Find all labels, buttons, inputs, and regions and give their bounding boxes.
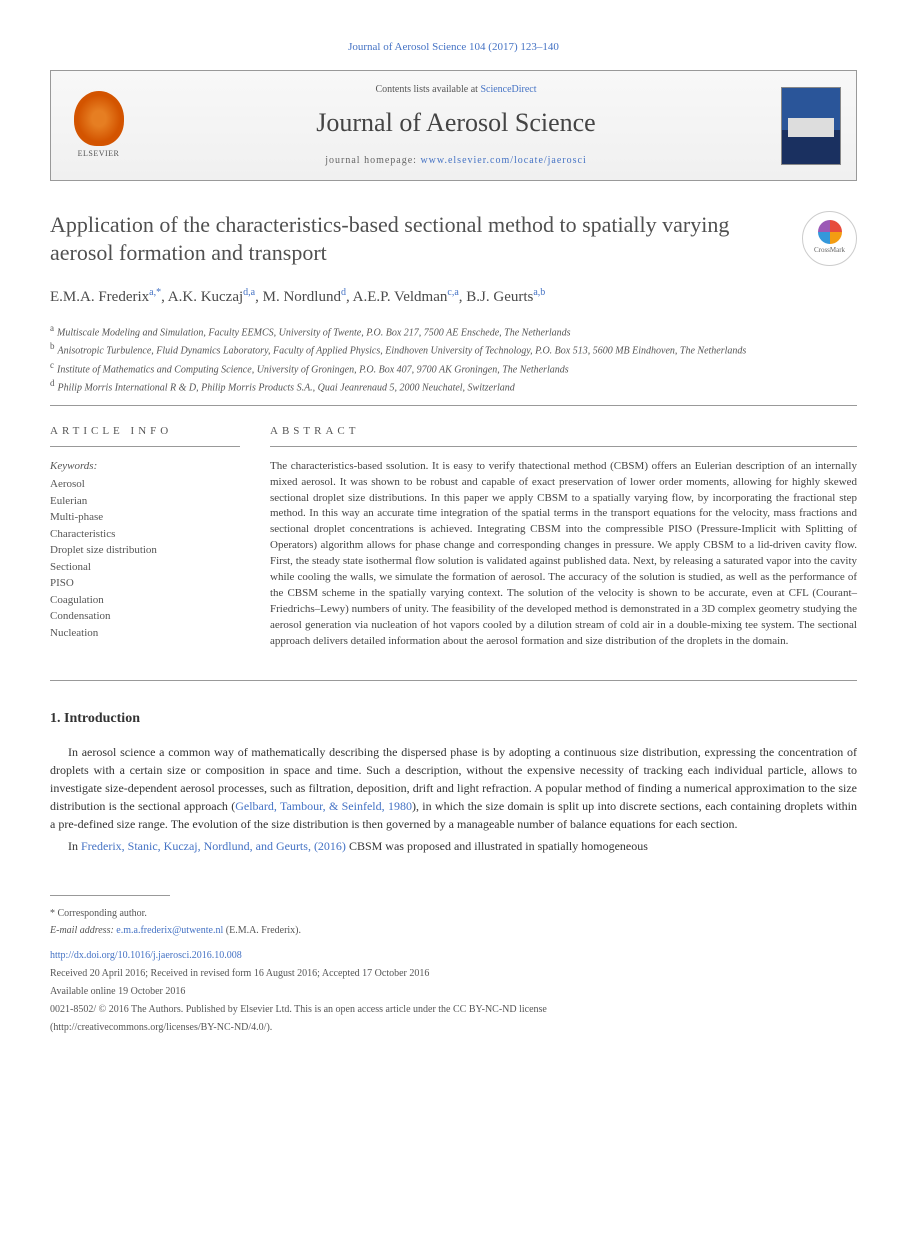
affiliation-b: bAnisotropic Turbulence, Fluid Dynamics … (50, 340, 857, 358)
keyword-item: Coagulation (50, 592, 240, 609)
aff-text-c: Institute of Mathematics and Computing S… (57, 364, 569, 375)
header-citation: Journal of Aerosol Science 104 (2017) 12… (50, 40, 857, 55)
authors-line: E.M.A. Frederixa,*, A.K. Kuczajd,a, M. N… (50, 286, 857, 308)
contents-prefix: Contents lists available at (375, 84, 480, 95)
email-line: E-mail address: e.m.a.frederix@utwente.n… (50, 923, 857, 938)
intro-p2-b: CBSM was proposed and illustrated in spa… (346, 839, 648, 853)
keyword-item: Nucleation (50, 625, 240, 642)
homepage-link[interactable]: www.elsevier.com/locate/jaerosci (420, 155, 586, 166)
affiliation-c: cInstitute of Mathematics and Computing … (50, 359, 857, 377)
citation-frederix[interactable]: Frederix, Stanic, Kuczaj, Nordlund, and … (81, 839, 346, 853)
keyword-item: Characteristics (50, 526, 240, 543)
keywords-list: Aerosol Eulerian Multi-phase Characteris… (50, 476, 240, 641)
keywords-label: Keywords: (50, 459, 240, 474)
keyword-item: PISO (50, 575, 240, 592)
aff-text-b: Anisotropic Turbulence, Fluid Dynamics L… (58, 346, 747, 357)
title-row: Application of the characteristics-based… (50, 211, 857, 268)
journal-cover-thumbnail (781, 87, 841, 165)
article-title: Application of the characteristics-based… (50, 211, 802, 268)
issn-line: 0021-8502/ © 2016 The Authors. Published… (50, 1003, 857, 1017)
author-4-sup: c,a (447, 287, 458, 298)
affiliation-d: dPhilip Morris International R & D, Phil… (50, 377, 857, 395)
homepage-line: journal homepage: www.elsevier.com/locat… (131, 154, 781, 168)
intro-para-2: In Frederix, Stanic, Kuczaj, Nordlund, a… (50, 837, 857, 855)
elsevier-label: ELSEVIER (78, 148, 120, 159)
crossmark-label: CrossMark (814, 246, 845, 256)
keyword-item: Condensation (50, 608, 240, 625)
affiliation-a: aMultiscale Modeling and Simulation, Fac… (50, 322, 857, 340)
rule-below-abstract (50, 680, 857, 681)
author-5: , B.J. Geurts (459, 289, 534, 305)
elsevier-tree-icon (74, 91, 124, 146)
author-2: , A.K. Kuczaj (161, 289, 243, 305)
aff-sup-d: d (50, 378, 55, 388)
aff-text-d: Philip Morris International R & D, Phili… (58, 382, 515, 393)
keyword-item: Eulerian (50, 493, 240, 510)
elsevier-logo: ELSEVIER (66, 88, 131, 163)
keyword-item: Aerosol (50, 476, 240, 493)
keyword-item: Droplet size distribution (50, 542, 240, 559)
author-5-sup: a,b (533, 287, 545, 298)
affiliations: aMultiscale Modeling and Simulation, Fac… (50, 322, 857, 395)
license-line: (http://creativecommons.org/licenses/BY-… (50, 1021, 857, 1035)
author-4: , A.E.P. Veldman (346, 289, 447, 305)
keyword-item: Multi-phase (50, 509, 240, 526)
email-label: E-mail address: (50, 925, 116, 936)
abstract-header: ABSTRACT (270, 424, 857, 446)
author-1: E.M.A. Frederix (50, 289, 149, 305)
abstract-text: The characteristics-based ssolution. It … (270, 459, 857, 650)
journal-name: Journal of Aerosol Science (131, 105, 781, 141)
email-link[interactable]: e.m.a.frederix@utwente.nl (116, 925, 223, 936)
available-line: Available online 19 October 2016 (50, 985, 857, 999)
author-2-sup: d,a (243, 287, 255, 298)
article-info-col: ARTICLE INFO Keywords: Aerosol Eulerian … (50, 424, 240, 650)
corresponding-author: * Corresponding author. (50, 906, 857, 921)
intro-p2-a: In (68, 839, 81, 853)
homepage-label: journal homepage: (325, 155, 420, 166)
keyword-item: Sectional (50, 559, 240, 576)
crossmark-icon (818, 220, 842, 244)
sciencedirect-link[interactable]: ScienceDirect (480, 84, 536, 95)
aff-sup-c: c (50, 360, 54, 370)
citation-gelbard[interactable]: Gelbard, Tambour, & Seinfeld, 1980 (235, 799, 412, 813)
author-1-sup: a,* (149, 287, 161, 298)
aff-text-a: Multiscale Modeling and Simulation, Facu… (57, 327, 571, 338)
contents-line: Contents lists available at ScienceDirec… (131, 83, 781, 97)
info-abstract-row: ARTICLE INFO Keywords: Aerosol Eulerian … (50, 424, 857, 650)
abstract-col: ABSTRACT The characteristics-based ssolu… (270, 424, 857, 650)
journal-header-box: ELSEVIER Contents lists available at Sci… (50, 70, 857, 180)
rule-above-abstract (50, 405, 857, 406)
doi-link[interactable]: http://dx.doi.org/10.1016/j.jaerosci.201… (50, 948, 857, 963)
footnotes: * Corresponding author. E-mail address: … (50, 906, 857, 1035)
header-center: Contents lists available at ScienceDirec… (131, 83, 781, 167)
email-name: (E.M.A. Frederix). (223, 925, 301, 936)
aff-sup-b: b (50, 341, 55, 351)
crossmark-badge[interactable]: CrossMark (802, 211, 857, 266)
received-line: Received 20 April 2016; Received in revi… (50, 967, 857, 981)
article-info-header: ARTICLE INFO (50, 424, 240, 446)
author-3: , M. Nordlund (255, 289, 341, 305)
aff-sup-a: a (50, 323, 54, 333)
intro-header: 1. Introduction (50, 709, 857, 729)
footnote-rule (50, 895, 170, 896)
intro-para-1: In aerosol science a common way of mathe… (50, 743, 857, 833)
